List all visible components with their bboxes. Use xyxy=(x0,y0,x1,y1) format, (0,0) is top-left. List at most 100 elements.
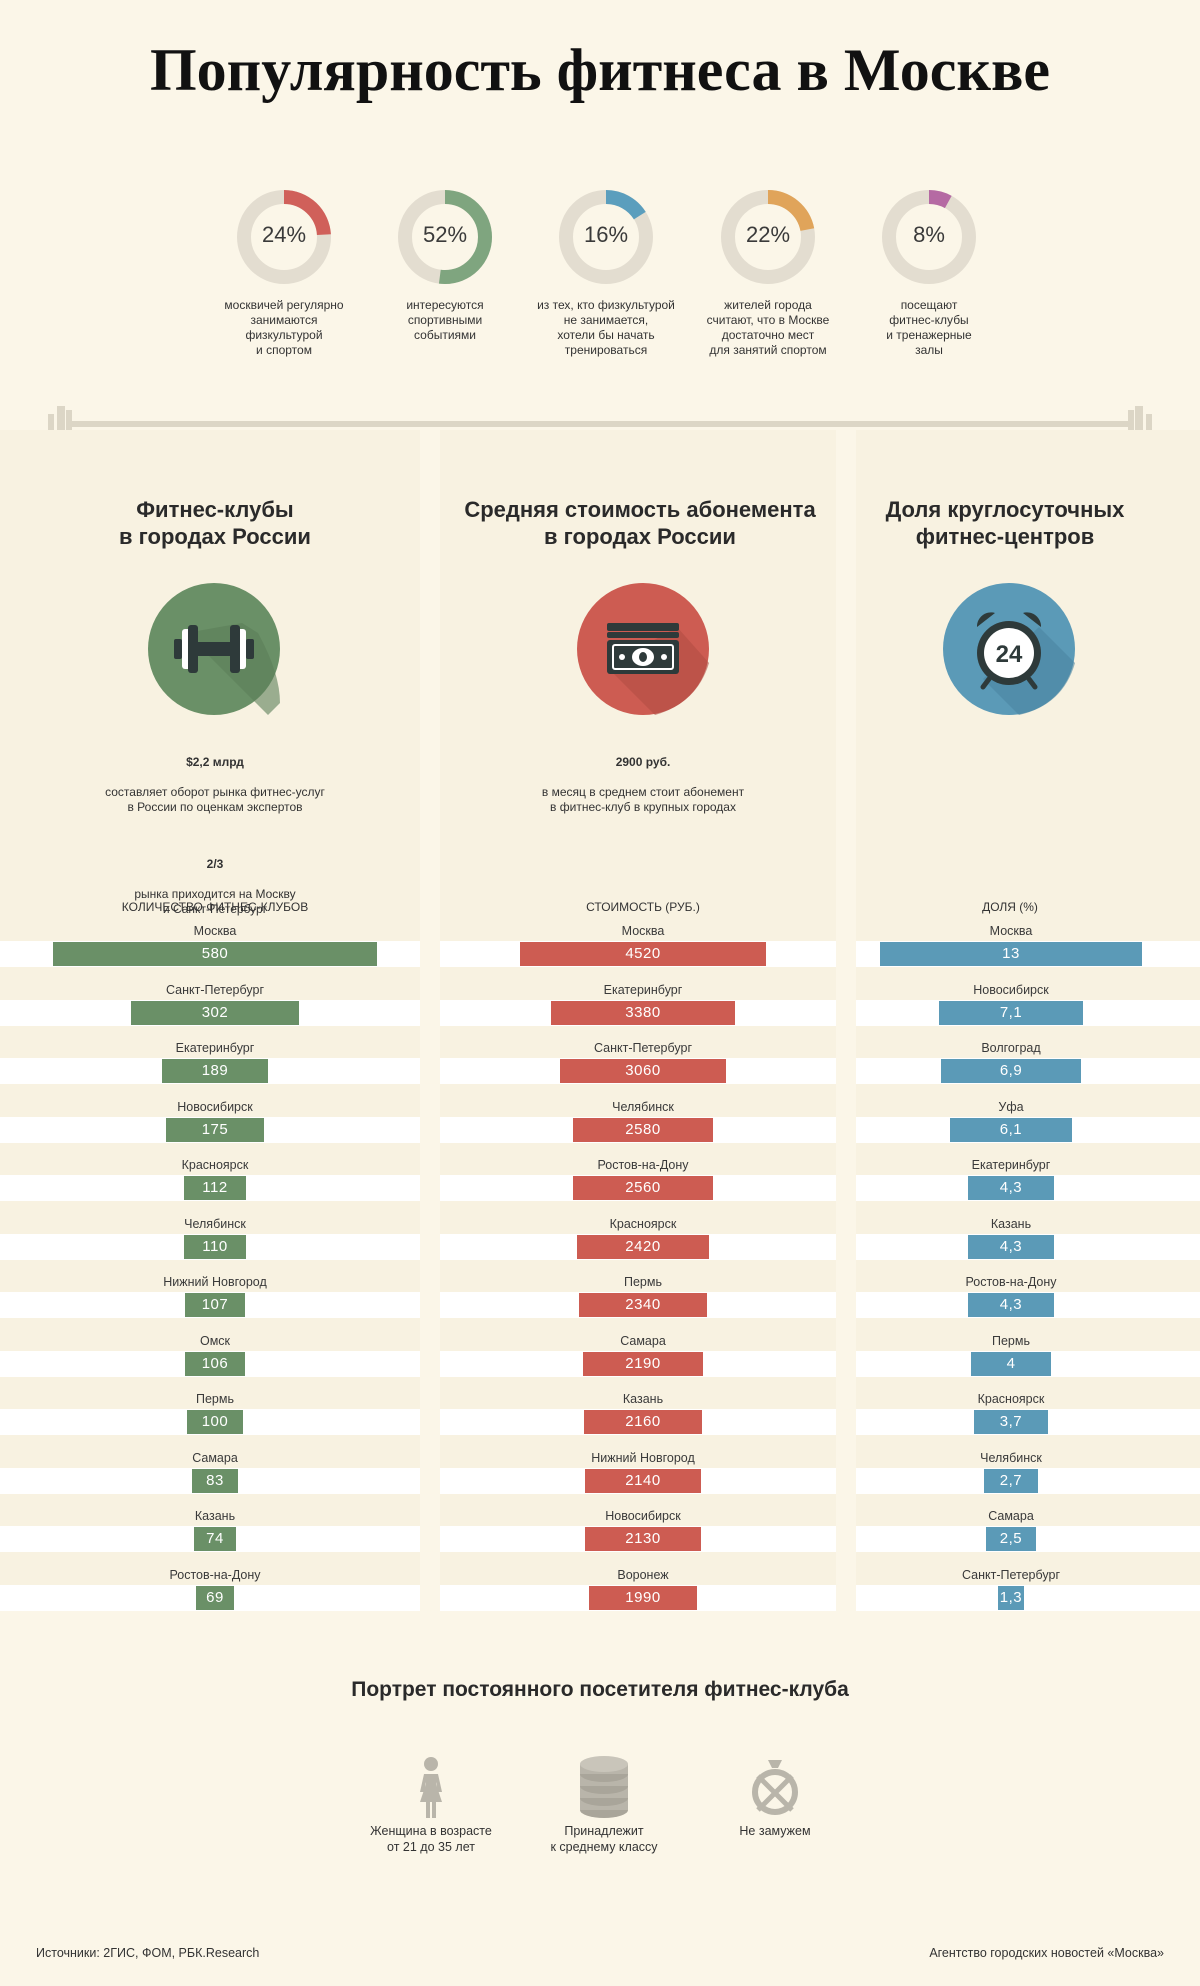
bar: 3380 xyxy=(551,1000,735,1025)
bar-category-label: Уфа xyxy=(998,1099,1024,1114)
bar: 83 xyxy=(191,1468,239,1493)
bar-category-label: Челябинск xyxy=(980,1450,1042,1465)
column-header-cost: СТОИМОСТЬ (РУБ.) xyxy=(586,900,700,914)
footer-sources: Источники: 2ГИС, ФОМ, РБК.Research xyxy=(36,1946,260,1960)
bar: 100 xyxy=(187,1410,243,1434)
bar: 2160 xyxy=(584,1410,702,1434)
clock-24-label: 24 xyxy=(996,641,1023,668)
fact-cost-text: в месяц в среднем стоит абонемент в фитн… xyxy=(541,785,745,814)
donut-caption: из тех, кто физкультурой не занимается, … xyxy=(537,298,675,357)
woman-icon xyxy=(396,1752,466,1822)
donut-percent-label: 22% xyxy=(745,222,791,247)
bar: 2580 xyxy=(572,1117,714,1142)
donut-chart: 24% xyxy=(235,188,333,286)
bar: 13 xyxy=(880,942,1142,966)
bar-category-label: Самара xyxy=(988,1509,1034,1523)
column-header-clubs: КОЛИЧЕСТВО ФИТНЕС-КЛУБОВ xyxy=(121,900,309,914)
bar: 4520 xyxy=(520,942,766,966)
donut-caption: жителей города считают, что в Москве дос… xyxy=(706,298,830,357)
donut-arc xyxy=(721,190,815,284)
donut-caption: москвичей регулярно занимаются физкульту… xyxy=(224,298,344,357)
fact-turnover-value: $2,2 млрд xyxy=(186,755,244,769)
donut-chart: 16% xyxy=(557,188,655,286)
bar: 2420 xyxy=(577,1234,709,1259)
bar: 112 xyxy=(183,1176,247,1200)
bar-category-label: Красноярск xyxy=(181,1158,249,1172)
bar: 2190 xyxy=(583,1351,703,1376)
footer-agency: Агентство городских новостей «Москва» xyxy=(929,1946,1164,1960)
bar-category-label: Нижний Новгород xyxy=(163,1275,267,1289)
bar-category-label: Ростов-на-Дону xyxy=(169,1567,261,1582)
bar-category-label: Челябинск xyxy=(184,1216,246,1231)
bar-category-label: Пермь xyxy=(196,1392,234,1406)
bar: 2,7 xyxy=(983,1468,1039,1493)
bar-category-label: Новосибирск xyxy=(605,1509,681,1523)
bar: 107 xyxy=(185,1293,245,1317)
bar-category-label: Казань xyxy=(194,1509,236,1523)
bar: 106 xyxy=(185,1351,245,1376)
bar-category-label: Екатеринбург xyxy=(971,1158,1051,1172)
bar: 4,3 xyxy=(967,1293,1055,1317)
money-icon xyxy=(577,583,709,715)
portrait-caption-woman: Женщина в возрасте от 21 до 35 лет xyxy=(370,1824,492,1854)
bar: 4,3 xyxy=(967,1234,1055,1259)
coins-stack-icon xyxy=(569,1752,639,1822)
bar-category-label: Самара xyxy=(620,1333,666,1348)
portrait-title: Портрет постоянного посетителя фитнес-кл… xyxy=(351,1678,849,1701)
bar: 2,5 xyxy=(985,1527,1037,1551)
section-title-clubs: Фитнес-клубы в городах России xyxy=(119,497,311,549)
bar: 6,9 xyxy=(941,1059,1081,1083)
section-title-cost: Средняя стоимость абонемента в городах Р… xyxy=(464,497,816,549)
donut-percent-label: 8% xyxy=(913,222,945,247)
bar: 6,1 xyxy=(949,1117,1073,1142)
bar-category-label: Екатеринбург xyxy=(175,1041,255,1055)
donut-arc xyxy=(398,190,492,284)
bar: 3060 xyxy=(559,1059,727,1083)
bar-category-label: Самара xyxy=(192,1450,238,1465)
donut-caption: интересуются спортивными событиями xyxy=(406,298,484,342)
bar: 580 xyxy=(53,942,377,966)
portrait-caption-class: Принадлежит к среднему классу xyxy=(550,1824,658,1854)
bar-category-label: Казань xyxy=(990,1216,1032,1231)
fact-share-value: 2/3 xyxy=(206,857,224,871)
section-title-24h: Доля круглосуточных фитнес-центров xyxy=(885,497,1125,549)
bar-category-label: Пермь xyxy=(992,1333,1030,1348)
bar-category-label: Пермь xyxy=(624,1275,662,1289)
bar-category-label: Челябинск xyxy=(612,1099,674,1114)
bar-category-label: Красноярск xyxy=(977,1392,1045,1406)
bar: 2560 xyxy=(573,1176,713,1200)
dumbbell-icon xyxy=(148,583,280,715)
column-header-24h: ДОЛЯ (%) xyxy=(982,900,1038,914)
donut-caption: посещают фитнес-клубы и тренажерные залы xyxy=(886,298,972,357)
bar: 175 xyxy=(166,1117,264,1142)
donut-arc xyxy=(559,190,653,284)
fact-turnover-text: составляет оборот рынка фитнес-услуг в Р… xyxy=(105,785,325,814)
donut-percent-label: 52% xyxy=(422,222,468,247)
bar-category-label: Ростов-на-Дону xyxy=(597,1158,689,1172)
bar: 74 xyxy=(194,1527,236,1551)
bar: 3,7 xyxy=(973,1410,1049,1434)
bar: 7,1 xyxy=(939,1000,1083,1025)
bar-category-label: Екатеринбург xyxy=(603,982,683,997)
donut-chart: 52% xyxy=(396,188,494,286)
bar: 4 xyxy=(970,1351,1052,1376)
bar: 189 xyxy=(162,1059,268,1083)
donut-arc xyxy=(882,190,976,284)
bar-category-label: Новосибирск xyxy=(177,1099,253,1114)
page-title: Популярность фитнеса в Москве xyxy=(150,37,1050,103)
portrait-caption-single: Не замужем xyxy=(739,1824,811,1838)
bar: 2140 xyxy=(584,1468,702,1493)
bar-category-label: Нижний Новгород xyxy=(591,1450,695,1465)
bar: 2130 xyxy=(585,1527,701,1551)
bar: 302 xyxy=(130,1000,300,1025)
donut-percent-label: 16% xyxy=(583,222,629,247)
bar: 69 xyxy=(195,1585,235,1610)
crossed-ring-icon xyxy=(740,1752,810,1822)
bar-category-label: Омск xyxy=(199,1333,231,1348)
bar-category-label: Москва xyxy=(193,924,237,938)
bar: 1,3 xyxy=(997,1585,1025,1610)
bar-category-label: Казань xyxy=(622,1392,664,1406)
facts-cost: 2900 руб. в месяц в среднем стоит абонем… xyxy=(490,740,796,830)
bar: 110 xyxy=(184,1234,246,1259)
bar-category-label: Санкт-Петербург xyxy=(593,1041,693,1055)
